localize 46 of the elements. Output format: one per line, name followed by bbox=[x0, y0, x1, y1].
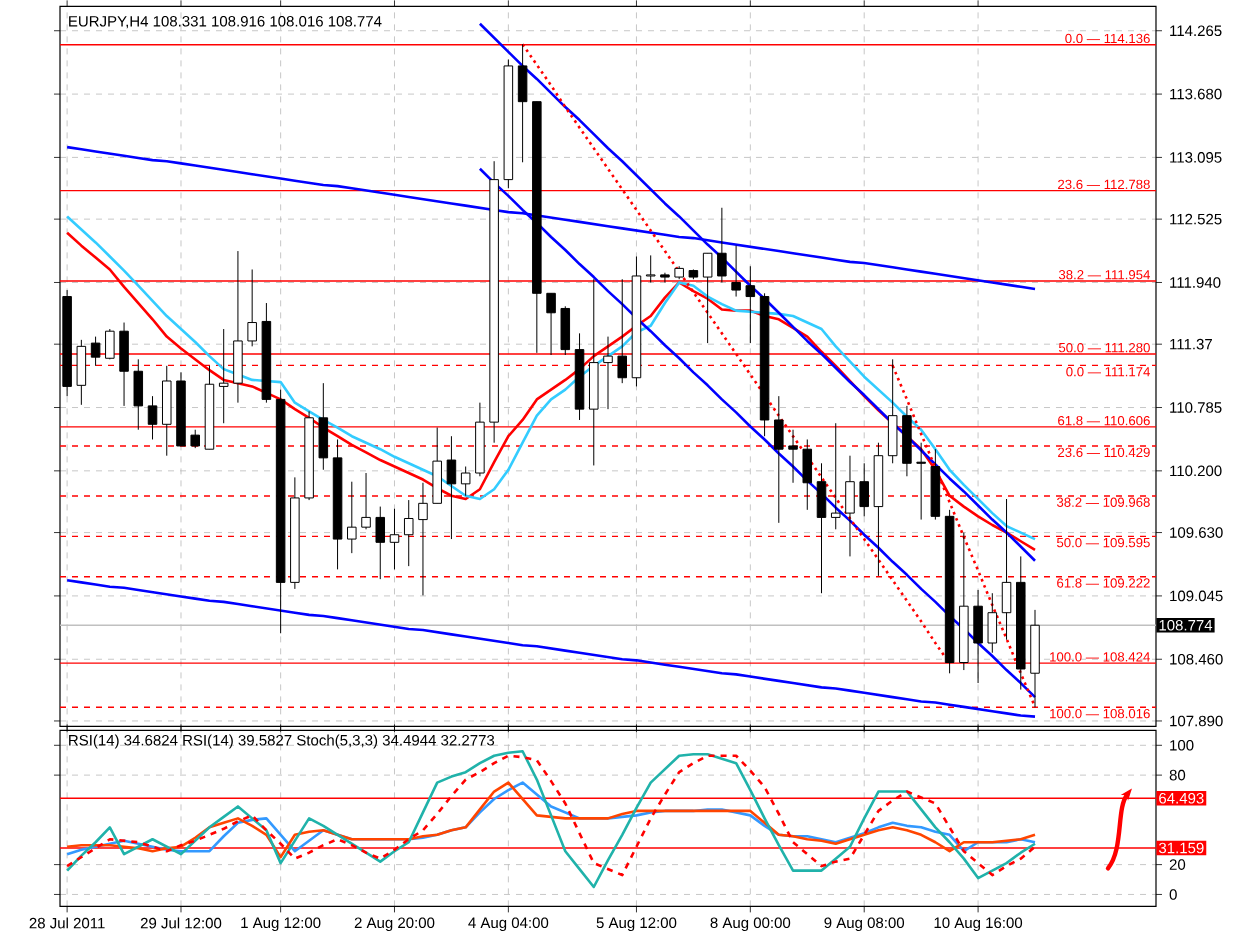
candlestick bbox=[717, 207, 727, 283]
candlestick bbox=[147, 395, 158, 440]
candlestick bbox=[916, 442, 926, 520]
candlestick bbox=[432, 426, 442, 504]
candlestick bbox=[76, 339, 87, 406]
candlestick bbox=[318, 382, 329, 471]
candlestick bbox=[133, 358, 144, 431]
candlestick bbox=[347, 481, 357, 554]
candlestick bbox=[617, 278, 628, 384]
candlestick bbox=[987, 592, 998, 654]
candlestick bbox=[845, 455, 855, 557]
candlestick bbox=[859, 462, 869, 517]
candlestick bbox=[105, 328, 115, 360]
candlestick bbox=[247, 268, 257, 347]
candlestick bbox=[560, 305, 571, 356]
candlestick bbox=[588, 278, 599, 466]
candlestick bbox=[446, 435, 457, 540]
candlestick bbox=[517, 43, 528, 163]
candlestick bbox=[546, 292, 556, 356]
candlestick bbox=[190, 429, 200, 449]
candlestick bbox=[389, 508, 400, 570]
candlestick bbox=[887, 358, 898, 464]
candlestick bbox=[460, 465, 471, 497]
candlestick bbox=[902, 405, 912, 477]
candlestick bbox=[1030, 609, 1040, 708]
candlestick bbox=[119, 321, 129, 407]
candlestick bbox=[1001, 498, 1012, 641]
candlestick bbox=[973, 589, 983, 684]
candlestick bbox=[788, 429, 798, 484]
candlestick bbox=[403, 499, 414, 567]
candlestick bbox=[375, 505, 386, 580]
candlestick bbox=[218, 328, 229, 424]
candlestick bbox=[774, 395, 784, 524]
candlestick bbox=[603, 335, 613, 410]
candlestick bbox=[161, 365, 172, 457]
candlestick bbox=[816, 462, 827, 594]
candlestick bbox=[731, 244, 741, 297]
candlestick bbox=[802, 438, 813, 511]
candlestick bbox=[90, 335, 101, 367]
candlestick bbox=[361, 472, 371, 530]
candlestick bbox=[645, 254, 656, 283]
candlestick bbox=[745, 265, 756, 344]
candlestick bbox=[702, 252, 713, 344]
candlestick bbox=[418, 482, 428, 596]
candlestick bbox=[830, 422, 841, 530]
candlestick bbox=[233, 250, 243, 403]
